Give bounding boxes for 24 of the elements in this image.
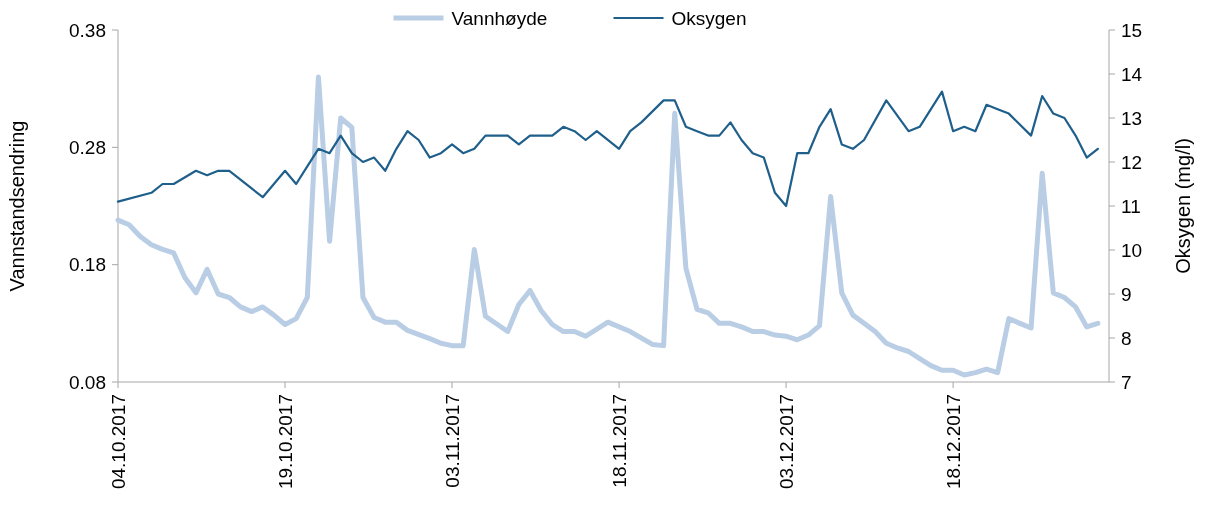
x-tick-label: 18.11.2017 xyxy=(608,394,630,488)
y2-tick-label: 8 xyxy=(1121,327,1132,349)
y-tick-label: 0.08 xyxy=(69,371,106,393)
y2-tick-label: 10 xyxy=(1121,239,1143,261)
x-tick-label: 03.11.2017 xyxy=(441,394,463,488)
legend-label: Vannhøyde xyxy=(451,7,548,29)
y-tick-label: 0.38 xyxy=(69,19,106,41)
x-tick-label: 03.12.2017 xyxy=(775,394,797,490)
y2-tick-label: 7 xyxy=(1121,371,1132,393)
y-tick-label: 0.28 xyxy=(69,136,106,158)
y-axis-title: Vannstandsendring xyxy=(6,120,28,292)
y2-axis-title: Oksygen (mg/l) xyxy=(1172,138,1194,274)
y2-tick-label: 12 xyxy=(1121,151,1143,173)
y2-tick-label: 14 xyxy=(1121,63,1143,85)
line-series xyxy=(116,90,1099,208)
y2-tick-label: 15 xyxy=(1121,19,1143,41)
legend-label: Oksygen xyxy=(671,7,747,29)
x-tick-label: 18.12.2017 xyxy=(942,394,964,490)
y2-tick-label: 13 xyxy=(1121,107,1143,129)
y2-tick-label: 11 xyxy=(1121,195,1141,217)
y2-tick-label: 9 xyxy=(1121,283,1132,305)
x-tick-label: 19.10.2017 xyxy=(274,394,296,490)
y-tick-label: 0.18 xyxy=(69,254,106,276)
x-tick-label: 04.10.2017 xyxy=(107,394,129,490)
